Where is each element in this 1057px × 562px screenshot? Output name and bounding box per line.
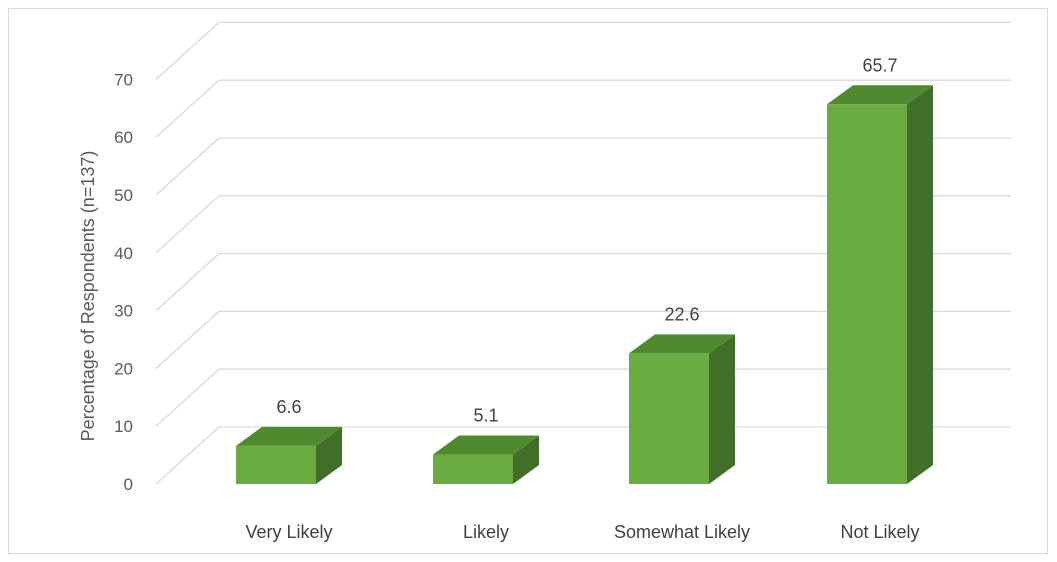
gridline-diag-40 xyxy=(155,195,220,254)
bar-front-face xyxy=(827,104,907,484)
gridline-diag-20 xyxy=(155,310,220,369)
category-label: Very Likely xyxy=(245,522,332,542)
bar-top-face xyxy=(236,426,342,446)
bar-not-likely: 65.7 xyxy=(827,55,933,484)
bar-somewhat-likely: 22.6 xyxy=(629,304,735,484)
y-tick-label: 10 xyxy=(114,417,133,436)
category-label: Not Likely xyxy=(840,522,919,542)
bar-top-face xyxy=(433,435,539,455)
y-axis-label: Percentage of Respondents (n=137) xyxy=(78,151,98,442)
bar-side-face xyxy=(513,435,539,484)
data-label: 22.6 xyxy=(664,304,699,324)
bar-very-likely: 6.6 xyxy=(236,397,342,484)
bar-side-face xyxy=(907,85,933,484)
gridline-diag-60 xyxy=(155,79,220,138)
y-tick-label: 30 xyxy=(114,302,133,321)
bar-front-face xyxy=(629,353,709,484)
bar-side-face xyxy=(709,334,735,484)
bar-top-face xyxy=(629,334,735,354)
gridline-diag-30 xyxy=(155,253,220,312)
category-label: Somewhat Likely xyxy=(614,522,750,542)
y-tick-label: 70 xyxy=(114,70,133,89)
y-tick-label: 50 xyxy=(114,186,133,205)
bar-top-face xyxy=(827,85,933,105)
bar-front-face xyxy=(236,445,316,484)
bar-chart: 0 10 20 30 40 50 60 70 Percentage of Respondent… xyxy=(78,21,1011,542)
data-label: 5.1 xyxy=(473,406,498,426)
gridline-diag-70 xyxy=(155,21,220,80)
y-tick-label: 60 xyxy=(114,128,133,147)
category-label: Likely xyxy=(463,522,509,542)
bars: 6.6 5.1 22.6 65.7 xyxy=(236,55,933,484)
y-tick-label: 0 xyxy=(124,475,133,494)
y-tick-label: 40 xyxy=(114,244,133,263)
gridline-diag-50 xyxy=(155,137,220,196)
y-tick-label: 20 xyxy=(114,359,133,378)
x-axis-categories: Very Likely Likely Somewhat Likely Not Like… xyxy=(245,522,919,542)
data-label: 6.6 xyxy=(276,397,301,417)
data-label: 65.7 xyxy=(862,55,897,75)
gridline-diag-10 xyxy=(155,368,220,427)
y-axis-ticks: 0 10 20 30 40 50 60 70 xyxy=(114,70,133,494)
bar-side-face xyxy=(316,426,342,484)
bar-likely: 5.1 xyxy=(433,406,539,484)
gridline-diag-0 xyxy=(155,426,220,485)
bar-front-face xyxy=(433,454,513,484)
chart-frame: 0 10 20 30 40 50 60 70 Percentage of Respondent… xyxy=(8,8,1048,554)
